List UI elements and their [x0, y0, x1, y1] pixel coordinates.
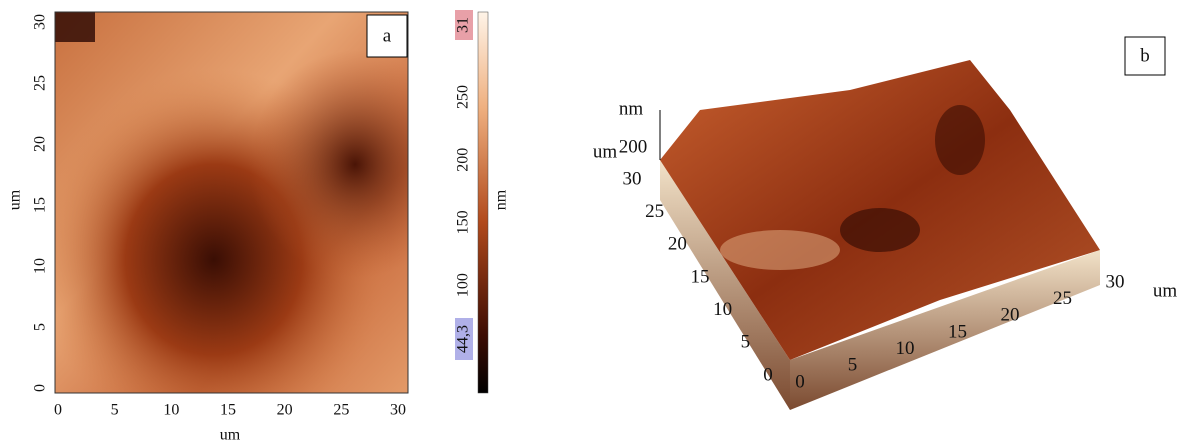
y-tick-label: 25: [645, 201, 664, 222]
x-tick-label: 25: [333, 402, 349, 419]
x-tick-label: 30: [1106, 271, 1125, 292]
y-tick-label: 30: [623, 168, 642, 189]
colorbar-max-label: 31: [455, 17, 472, 33]
x-tick-label: 0: [54, 402, 62, 419]
y-tick-label: 30: [32, 14, 49, 30]
x-tick-label: 5: [848, 355, 858, 376]
x-tick-label: 15: [948, 321, 967, 342]
y-tick-label: 15: [32, 197, 49, 213]
y-tick-label: 25: [32, 75, 49, 91]
x-tick-label: 15: [220, 402, 236, 419]
x-axis-title: um: [1153, 280, 1178, 301]
surface-3d: [660, 60, 1100, 410]
y-tick-label: 0: [763, 364, 773, 385]
y-tick-label: 20: [32, 136, 49, 152]
y-tick-label: 5: [32, 323, 49, 331]
colorbar-tick-label: 250: [455, 85, 472, 109]
colorbar-title: nm: [493, 189, 510, 210]
panel-label: b: [1140, 45, 1150, 66]
afm-image: [55, 12, 408, 393]
x-tick-label: 25: [1053, 288, 1072, 309]
x-tick-label: 30: [390, 402, 406, 419]
y-tick-label: 10: [32, 258, 49, 274]
x-tick-label: 20: [277, 402, 293, 419]
colorbar-tick-label: 100: [455, 273, 472, 297]
y-tick-label: 5: [741, 332, 751, 353]
y-axis-title: um: [7, 189, 24, 210]
x-tick-label: 20: [1001, 305, 1020, 326]
z-tick-label: 200: [619, 136, 648, 157]
x-axis-title: um: [220, 427, 241, 444]
figure: a um um 31 44,3 nm b um um nm 0510152025…: [0, 0, 1194, 444]
y-axis-title: um: [593, 141, 618, 162]
y-tick-label: 0: [32, 384, 49, 392]
x-tick-label: 0: [795, 371, 805, 392]
y-tick-label: 20: [668, 234, 687, 255]
colorbar-min-label: 44,3: [455, 325, 472, 353]
colorbar-tick-label: 200: [455, 148, 472, 172]
y-tick-label: 10: [713, 299, 732, 320]
x-tick-label: 5: [111, 402, 119, 419]
y-tick-label: 15: [691, 266, 710, 287]
colorbar: [478, 12, 488, 393]
panel-label: a: [383, 25, 392, 46]
x-tick-label: 10: [163, 402, 179, 419]
colorbar-tick-label: 150: [455, 210, 472, 234]
x-tick-label: 10: [896, 338, 915, 359]
z-axis-title: nm: [619, 98, 644, 119]
